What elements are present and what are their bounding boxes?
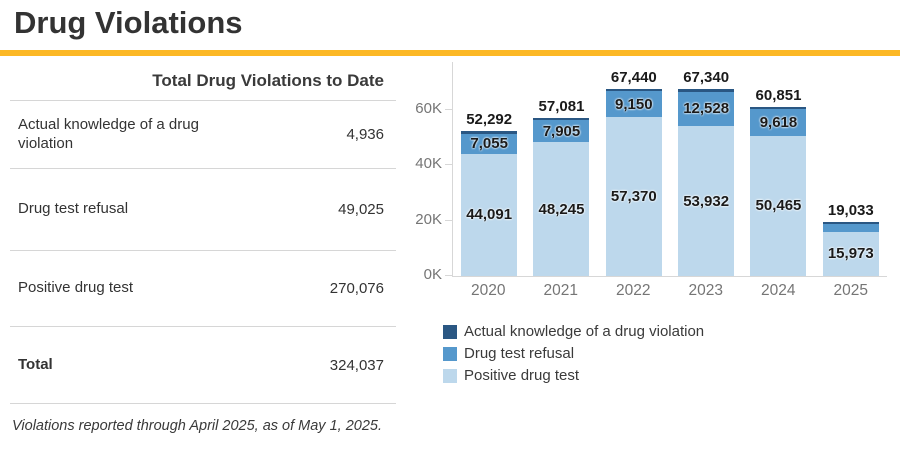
row-value: 49,025	[338, 201, 384, 218]
x-axis-label: 2022	[616, 282, 651, 299]
y-axis-tick-label: 40K	[415, 155, 442, 172]
segment-value-label: 53,932	[683, 192, 730, 210]
x-axis-label: 2023	[688, 282, 723, 299]
row-label: Drug test refusal	[18, 200, 129, 218]
bar-segment[interactable]: 57,370	[605, 116, 662, 276]
bar-total-label: 67,340	[683, 69, 730, 87]
plot-area: 0K 20K 40K 60K 52,292 7,055 44,091 57,081 7,905…	[415, 62, 887, 282]
table-row-total: Total 324,037	[10, 327, 396, 404]
bar-stack: 9,150 57,370	[605, 88, 662, 276]
legend-swatch	[443, 324, 457, 339]
row-label: Positive drug test	[18, 279, 134, 297]
segment-value-label: 57,370	[610, 187, 657, 205]
bar-segment[interactable]: 12,528	[678, 91, 735, 127]
bar-segment[interactable]: 44,091	[461, 153, 518, 276]
bar-segment[interactable]	[461, 130, 518, 135]
legend-item[interactable]: Actual knowledge of a drug violation	[443, 323, 704, 340]
table-header: Total Drug Violations to Date	[10, 62, 396, 101]
segment-value-label: 7,905	[542, 122, 581, 140]
y-axis-tick-label: 0K	[423, 266, 442, 283]
bar-segment[interactable]: 7,905	[533, 120, 590, 143]
segment-value-label: 9,618	[759, 114, 798, 132]
bar-segment[interactable]	[822, 224, 879, 232]
segment-value-label: 50,465	[755, 197, 802, 215]
bar-segment[interactable]: 9,150	[605, 91, 662, 117]
bar-stack: 12,528 53,932	[678, 89, 735, 276]
row-value: 270,076	[329, 280, 384, 297]
table-row-positive-drug-test: Positive drug test 270,076	[10, 251, 396, 327]
legend-swatch	[443, 368, 457, 383]
row-label: Actual knowledge of a drug violation	[18, 115, 199, 152]
bar-2020[interactable]: 52,292 7,055 44,091	[453, 62, 525, 276]
table-row-actual-knowledge: Actual knowledge of a drug violation 4,9…	[10, 101, 396, 169]
segment-value-label: 7,055	[470, 135, 508, 153]
bar-stack: 15,973	[822, 222, 879, 276]
segment-value-label: 9,150	[615, 95, 653, 113]
legend-label: Positive drug test	[464, 367, 580, 384]
bar-segment[interactable]: 9,618	[750, 109, 807, 136]
bar-2022[interactable]: 67,440 9,150 57,370	[598, 62, 670, 276]
bars-container: 52,292 7,055 44,091 57,081 7,905 48,245 67,440…	[453, 62, 887, 276]
bar-total-label: 57,081	[538, 97, 585, 115]
y-axis-tick-label: 60K	[415, 99, 442, 117]
legend-label: Actual knowledge of a drug violation	[464, 323, 705, 340]
y-axis: 0K 20K 40K 60K	[401, 62, 453, 282]
legend-item[interactable]: Positive drug test	[443, 367, 704, 384]
bar-segment[interactable]	[533, 117, 590, 121]
bar-segment[interactable]	[678, 89, 735, 92]
bar-stack: 7,905 48,245	[533, 117, 590, 276]
x-axis-label: 2021	[543, 282, 578, 299]
page-title: Drug Violations	[14, 5, 243, 40]
segment-value-label: 44,091	[466, 206, 513, 224]
bar-segment[interactable]	[605, 88, 662, 92]
bar-2023[interactable]: 67,340 12,528 53,932	[670, 62, 742, 276]
y-axis-tick-mark	[445, 219, 453, 221]
bar-stack: 9,618 50,465	[750, 107, 807, 276]
y-axis-tick-label: 20K	[415, 210, 442, 228]
bar-2021[interactable]: 57,081 7,905 48,245	[525, 62, 597, 276]
legend-label: Drug test refusal	[464, 345, 575, 362]
x-axis-label: 2024	[761, 282, 796, 299]
bar-segment[interactable]: 15,973	[822, 231, 879, 276]
title-accent-rule	[0, 50, 900, 56]
y-axis-tick-mark	[445, 275, 453, 276]
row-label: Total	[18, 355, 53, 373]
x-axis-label: 2020	[471, 282, 506, 299]
y-axis-tick-mark	[445, 108, 453, 110]
bar-stack: 7,055 44,091	[461, 130, 518, 276]
bar-total-label: 60,851	[755, 87, 802, 105]
table-row-drug-test-refusal: Drug test refusal 49,025	[10, 169, 396, 251]
x-axis-label: 2025	[833, 282, 868, 299]
bar-segment[interactable]: 50,465	[750, 135, 807, 276]
bar-2024[interactable]: 60,851 9,618 50,465	[742, 62, 814, 276]
bar-segment[interactable]: 53,932	[678, 126, 735, 276]
bar-total-label: 19,033	[827, 202, 874, 219]
footnote: Violations reported through April 2025, …	[12, 418, 382, 434]
x-axis: 2020 2021 2022 2023 2024 2025	[452, 282, 887, 300]
totals-table: Total Drug Violations to Date Actual kno…	[10, 62, 396, 434]
segment-value-label: 48,245	[538, 200, 585, 218]
bar-segment[interactable]: 48,245	[533, 142, 590, 276]
bar-segment[interactable]	[822, 222, 879, 225]
bar-segment[interactable]	[750, 107, 807, 110]
bar-total-label: 52,292	[466, 110, 513, 128]
bar-total-label: 67,440	[610, 68, 657, 86]
row-value: 324,037	[329, 356, 384, 374]
row-value: 4,936	[346, 126, 384, 143]
segment-value-label: 15,973	[827, 245, 874, 263]
bar-2025[interactable]: 19,033 15,973	[815, 62, 887, 276]
violations-bar-chart: 0K 20K 40K 60K 52,292 7,055 44,091 57,081 7,905…	[400, 62, 895, 392]
y-axis-tick-mark	[445, 164, 453, 165]
legend-item[interactable]: Drug test refusal	[443, 345, 704, 362]
segment-value-label: 12,528	[683, 100, 730, 118]
legend-swatch	[443, 346, 457, 361]
legend: Actual knowledge of a drug violation Drug…	[443, 323, 704, 384]
bar-segment[interactable]: 7,055	[461, 134, 518, 154]
